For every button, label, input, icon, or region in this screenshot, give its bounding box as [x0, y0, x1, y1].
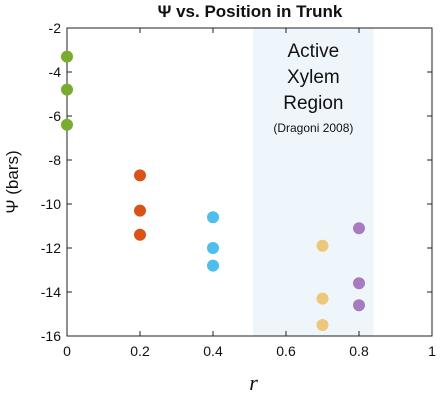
x-axis-ticks: 0 0.2 0.4 0.6 0.8 1	[63, 28, 436, 359]
data-point	[134, 228, 146, 241]
data-point	[207, 259, 219, 272]
x-axis-label: r	[249, 370, 258, 395]
x-tick-label: 0.4	[203, 343, 223, 359]
y-tick-label: -8	[49, 152, 62, 168]
region-label-line-3: Region	[283, 93, 343, 114]
region-citation: (Dragoni 2008)	[273, 121, 353, 135]
data-point	[316, 239, 329, 252]
plot-frame	[66, 27, 433, 337]
data-point	[61, 50, 73, 63]
data-point	[353, 222, 365, 235]
data-point	[353, 277, 365, 290]
data-points	[61, 50, 365, 331]
data-point	[134, 169, 146, 182]
data-point	[207, 211, 219, 224]
y-tick-label: -2	[49, 20, 62, 36]
y-axis-ticks: -2 -4 -6 -8 -10 -12 -14 -16	[41, 20, 432, 344]
x-tick-label: 0.8	[349, 343, 369, 359]
data-point	[134, 204, 146, 217]
x-tick-label: 1	[428, 343, 436, 359]
chart-title: Ψ vs. Position in Trunk	[158, 2, 343, 21]
y-tick-label: -4	[49, 64, 62, 80]
y-tick-label: -10	[41, 196, 61, 212]
y-tick-label: -6	[49, 108, 62, 124]
data-point	[316, 292, 329, 305]
x-tick-label: 0.6	[276, 343, 296, 359]
data-point	[207, 242, 219, 254]
y-tick-label: -16	[41, 328, 61, 344]
data-point	[316, 319, 329, 331]
y-tick-label: -14	[41, 284, 61, 300]
x-tick-label: 0	[63, 343, 71, 359]
region-label-line-2: Xylem	[287, 67, 340, 88]
x-tick-label: 0.2	[130, 343, 150, 359]
y-axis-label: Ψ (bars)	[3, 150, 22, 213]
data-point	[353, 299, 365, 312]
region-label-line-1: Active	[288, 41, 340, 62]
y-tick-label: -12	[41, 240, 61, 256]
data-point	[61, 83, 73, 96]
data-point	[61, 118, 73, 131]
plot-border	[66, 27, 433, 337]
